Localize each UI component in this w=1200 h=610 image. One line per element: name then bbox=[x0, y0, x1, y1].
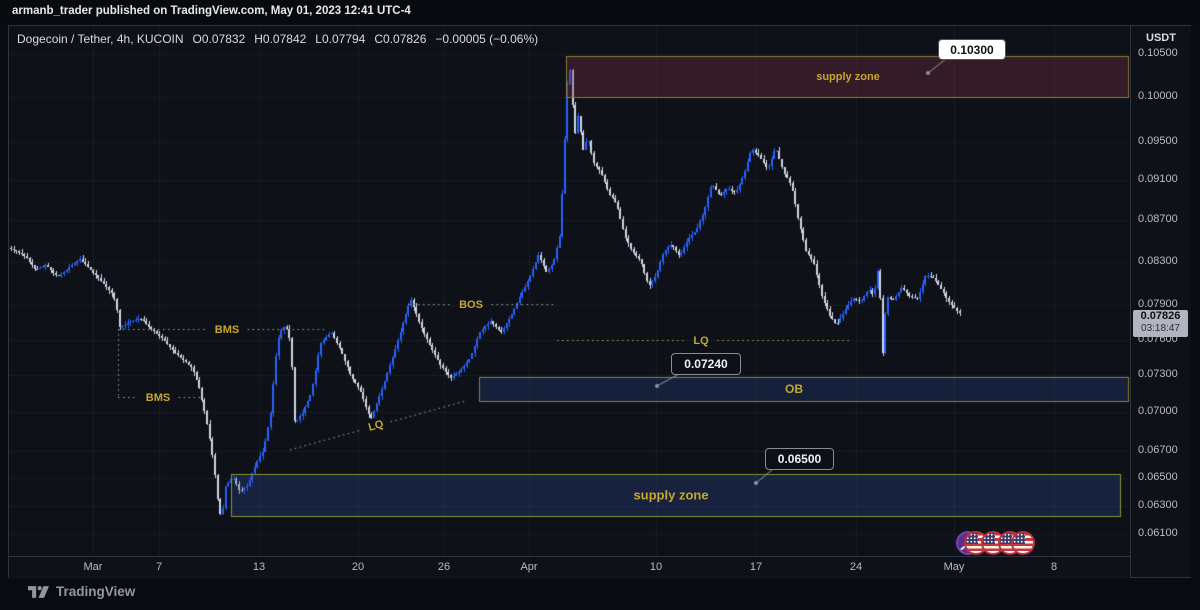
time-tick-label: 17 bbox=[749, 561, 763, 573]
symbol-title: Dogecoin / Tether, 4h, KUCOIN bbox=[17, 32, 184, 46]
supply-zone-top-label[interactable]: supply zone bbox=[816, 71, 880, 84]
price-tick-label: 0.07900 bbox=[1138, 298, 1178, 311]
time-tick-label: 20 bbox=[351, 561, 365, 573]
last-price-badge[interactable]: 0.07826 03:18:47 bbox=[1133, 309, 1188, 337]
price-tick-label: 0.06700 bbox=[1138, 444, 1178, 457]
bms-lower-label[interactable]: BMS bbox=[145, 391, 171, 404]
reaction-emojis[interactable] bbox=[956, 531, 1040, 555]
bar-countdown: 03:18:47 bbox=[1141, 322, 1180, 334]
price-tick-label: 0.10500 bbox=[1138, 46, 1178, 59]
last-price-value: 0.07826 bbox=[1140, 309, 1181, 322]
ohlc-high: H0.07842 bbox=[254, 32, 307, 46]
price-tick-label: 0.07300 bbox=[1138, 368, 1178, 381]
time-tick-label: 24 bbox=[849, 561, 863, 573]
chart-frame: Dogecoin / Tether, 4h, KUCOIN O0.07832 H0.… bbox=[8, 25, 1191, 579]
supply-zone-bottom-label[interactable]: supply zone bbox=[633, 487, 709, 503]
price-tick-label: 0.08700 bbox=[1138, 213, 1178, 226]
time-tick-label: Apr bbox=[520, 561, 538, 573]
price-tick-label: 0.07000 bbox=[1138, 405, 1178, 418]
us-flag-emoji-icon[interactable] bbox=[1011, 531, 1035, 555]
tradingview-brand-text: TradingView bbox=[56, 584, 136, 599]
price-tick-label: 0.09500 bbox=[1138, 135, 1178, 148]
time-tick-label: 26 bbox=[437, 561, 451, 573]
price-tick-label: 0.08300 bbox=[1138, 254, 1178, 267]
price-tick-label: 0.06300 bbox=[1138, 498, 1178, 511]
time-tick-label: 10 bbox=[649, 561, 663, 573]
ohlc-open: O0.07832 bbox=[192, 32, 246, 46]
symbol-legend: Dogecoin / Tether, 4h, KUCOIN O0.07832 H0.… bbox=[17, 32, 547, 46]
chart-canvas[interactable] bbox=[9, 26, 1130, 556]
time-tick-label: 8 bbox=[1050, 561, 1058, 573]
currency-label: USDT bbox=[1146, 32, 1176, 44]
bms-upper-label[interactable]: BMS bbox=[214, 323, 240, 336]
tradingview-attribution-link[interactable]: TradingView bbox=[28, 584, 135, 599]
ohlc-low: L0.07794 bbox=[315, 32, 366, 46]
time-axis[interactable]: Mar 7 13 20 26 Apr 10 17 24 May 8 bbox=[9, 556, 1130, 579]
attribution-text: armanb_trader published on TradingView.c… bbox=[12, 5, 411, 17]
time-tick-label: May bbox=[943, 561, 965, 573]
lq-horizontal-label[interactable]: LQ bbox=[693, 334, 709, 347]
price-axis[interactable]: USDT 0.07826 03:18:47 0.10500 0.10000 0.09… bbox=[1130, 26, 1191, 577]
ohlc-close: C0.07826 bbox=[374, 32, 427, 46]
time-tick-label: Mar bbox=[83, 561, 103, 573]
price-tick-label: 0.06500 bbox=[1138, 470, 1178, 483]
attribution-bar: armanb_trader published on TradingView.c… bbox=[0, 0, 1200, 23]
ob-zone-label[interactable]: OB bbox=[785, 381, 803, 396]
price-change: −0.00005 (−0.06%) bbox=[435, 32, 539, 46]
tradingview-logo-icon bbox=[28, 585, 49, 598]
price-tick-label: 0.06100 bbox=[1138, 527, 1178, 540]
plot-area[interactable]: Dogecoin / Tether, 4h, KUCOIN O0.07832 H0.… bbox=[9, 26, 1130, 556]
bos-label[interactable]: BOS bbox=[459, 298, 483, 311]
price-tick-label: 0.10000 bbox=[1138, 89, 1178, 102]
price-tick-label: 0.09100 bbox=[1138, 173, 1178, 186]
price-callout[interactable]: 0.07240 bbox=[671, 353, 741, 375]
time-tick-label: 7 bbox=[155, 561, 163, 573]
time-tick-label: 13 bbox=[252, 561, 266, 573]
price-callout[interactable]: 0.06500 bbox=[765, 448, 834, 470]
price-callout[interactable]: 0.10300 bbox=[938, 39, 1006, 60]
